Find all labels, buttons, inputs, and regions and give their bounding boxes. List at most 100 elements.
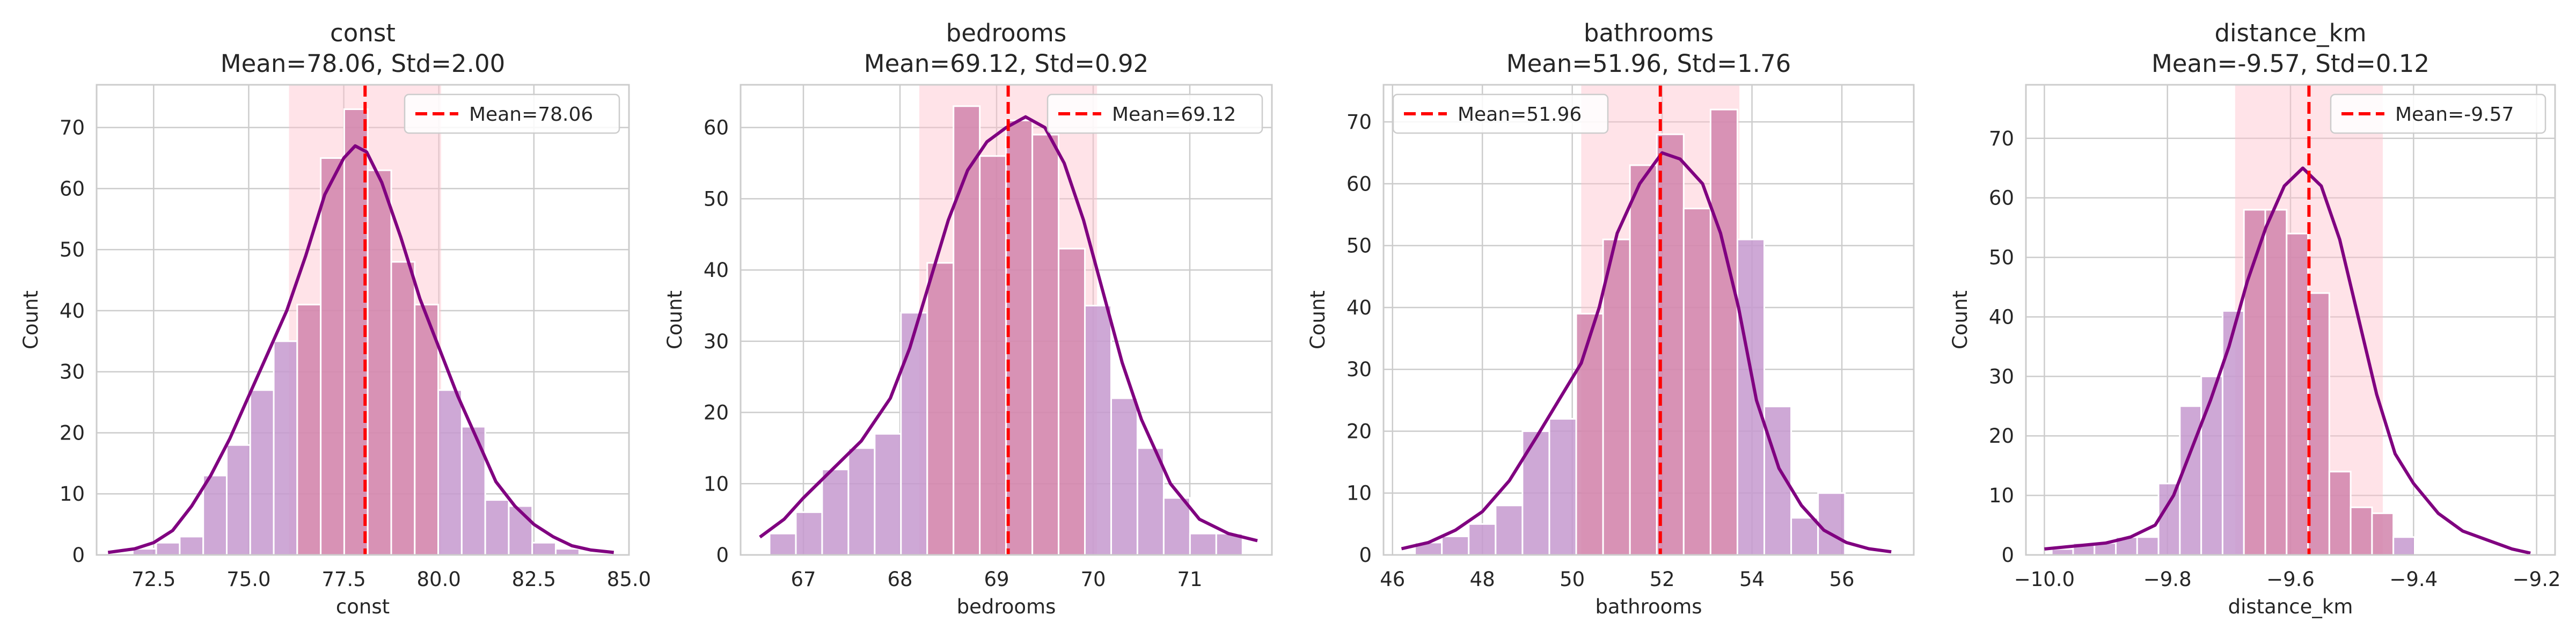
legend: Mean=-9.57 [2330,93,2546,134]
legend-label: Mean=69.12 [1112,104,1236,126]
histogram-bar [1495,504,1524,556]
kde-curve [107,144,614,554]
y-tick-label: 60 [704,116,729,140]
histogram-bar [1468,523,1497,556]
x-tick-label: 69 [984,568,1009,591]
y-tick-label: 50 [60,238,85,261]
histogram-bar [1189,532,1217,556]
kde-curve [759,115,1258,543]
legend: Mean=51.96 [1392,93,1609,134]
histogram-bar [1575,312,1604,556]
histogram-bar [1031,134,1060,556]
histogram-bar [1162,497,1191,556]
axes-frame [740,84,1273,556]
histogram-bar [179,536,204,556]
histogram-bar [225,444,251,556]
x-tick-label: −9.4 [2389,568,2438,591]
histogram-bar [1709,108,1738,556]
y-tick-label: 30 [1989,365,2014,388]
histogram-bar [531,541,557,556]
x-axis-label: distance_km [2228,595,2353,618]
legend-box [2330,93,2546,134]
histogram-bar [1817,492,1846,556]
x-axis-label: bedrooms [957,595,1056,618]
y-tick-label: 0 [72,544,85,567]
y-tick-label: 30 [704,330,729,353]
histogram-bar [1058,247,1086,556]
y-axis-label: Count [1306,290,1329,349]
x-tick-label: −10.0 [2014,568,2075,591]
x-tick-label: −9.8 [2143,568,2192,591]
chart-title: bathrooms [1584,19,1714,47]
x-tick-label: 52 [1650,568,1675,591]
histogram-bar [202,474,228,556]
x-tick-label: 80.0 [417,568,461,591]
y-tick-label: 40 [704,259,729,282]
y-tick-label: 50 [1989,246,2014,269]
kde-curve [1401,151,1892,554]
y-tick-label: 20 [60,421,85,444]
histogram-bar [1521,430,1550,556]
x-tick-label: 85.0 [607,568,651,591]
histogram-bar [249,389,275,556]
y-tick-label: 10 [60,482,85,506]
histogram-bar [367,169,392,556]
histogram-bar [2157,482,2181,556]
histogram-bar [1005,119,1034,556]
histogram-bar [1602,238,1631,556]
y-tick-label: 10 [1989,484,2014,507]
histogram-bar [2051,548,2074,556]
histogram-bar [296,304,322,556]
histogram-bar [555,548,580,556]
chart-title: bedrooms [946,19,1067,47]
histogram-bar [1682,208,1711,556]
x-axis-label: const [336,595,390,618]
y-tick-label: 10 [704,472,729,495]
y-tick-label: 10 [1346,482,1372,505]
y-tick-label: 60 [60,177,85,200]
x-tick-label: 46 [1380,568,1405,591]
y-tick-label: 40 [60,299,85,323]
legend: Mean=69.12 [1046,93,1263,134]
subplot-4: −10.0 −9.8 −9.6 −9.4 −9.2 0 10 20 30 40 50 60 70 dist… [1949,19,2561,618]
histogram-bar [821,469,850,556]
y-tick-label: 20 [1989,425,2014,448]
x-tick-label: 70 [1080,568,1106,591]
x-tick-label: 50 [1560,568,1585,591]
subplot-1: 72.5 75.0 77.5 80.0 82.5 85.0 0 10 20 30 40 50 60 70 c… [19,19,651,618]
histogram-bar [1548,418,1577,556]
histogram-bar [900,312,928,556]
histogram-bar [1736,238,1766,556]
x-tick-label: 75.0 [226,568,270,591]
histogram-bar [2200,375,2223,556]
histogram-bar [979,155,1007,556]
histogram-bar [2136,536,2160,556]
subplot-3: 46 48 50 52 54 56010203040506070bathroomsMean… [1306,19,1915,618]
y-tick-label: 30 [60,361,85,384]
histogram-bar [2286,232,2309,556]
y-tick-label: 70 [60,116,85,140]
histogram-bar [1136,447,1165,556]
x-tick-label: 72.5 [131,568,175,591]
x-tick-label: 48 [1470,568,1495,591]
axes-frame [2025,84,2556,556]
subplot-2: 67 68 69 70 710102030405060bedroomsMean=69.1… [663,19,1273,618]
chart-subtitle: Mean=69.12, Std=0.92 [864,49,1148,78]
chart-subtitle: Mean=51.96, Std=1.76 [1506,49,1791,78]
y-tick-label: 70 [1346,111,1372,134]
y-tick-label: 30 [1346,358,1372,381]
histogram-bar [320,157,345,556]
legend-label: Mean=78.06 [469,104,593,126]
histogram-bar [2350,506,2373,556]
histogram-bar [390,261,416,556]
histogram-bar [874,433,902,556]
x-tick-label: 77.5 [321,568,365,591]
axes-frame [96,84,630,556]
y-tick-label: 0 [716,544,729,567]
histogram-bar [2264,209,2288,556]
histogram-bar [484,499,510,556]
histogram-bar [953,105,981,556]
y-axis-label: Count [663,290,686,349]
legend-label: Mean=51.96 [1458,104,1582,126]
